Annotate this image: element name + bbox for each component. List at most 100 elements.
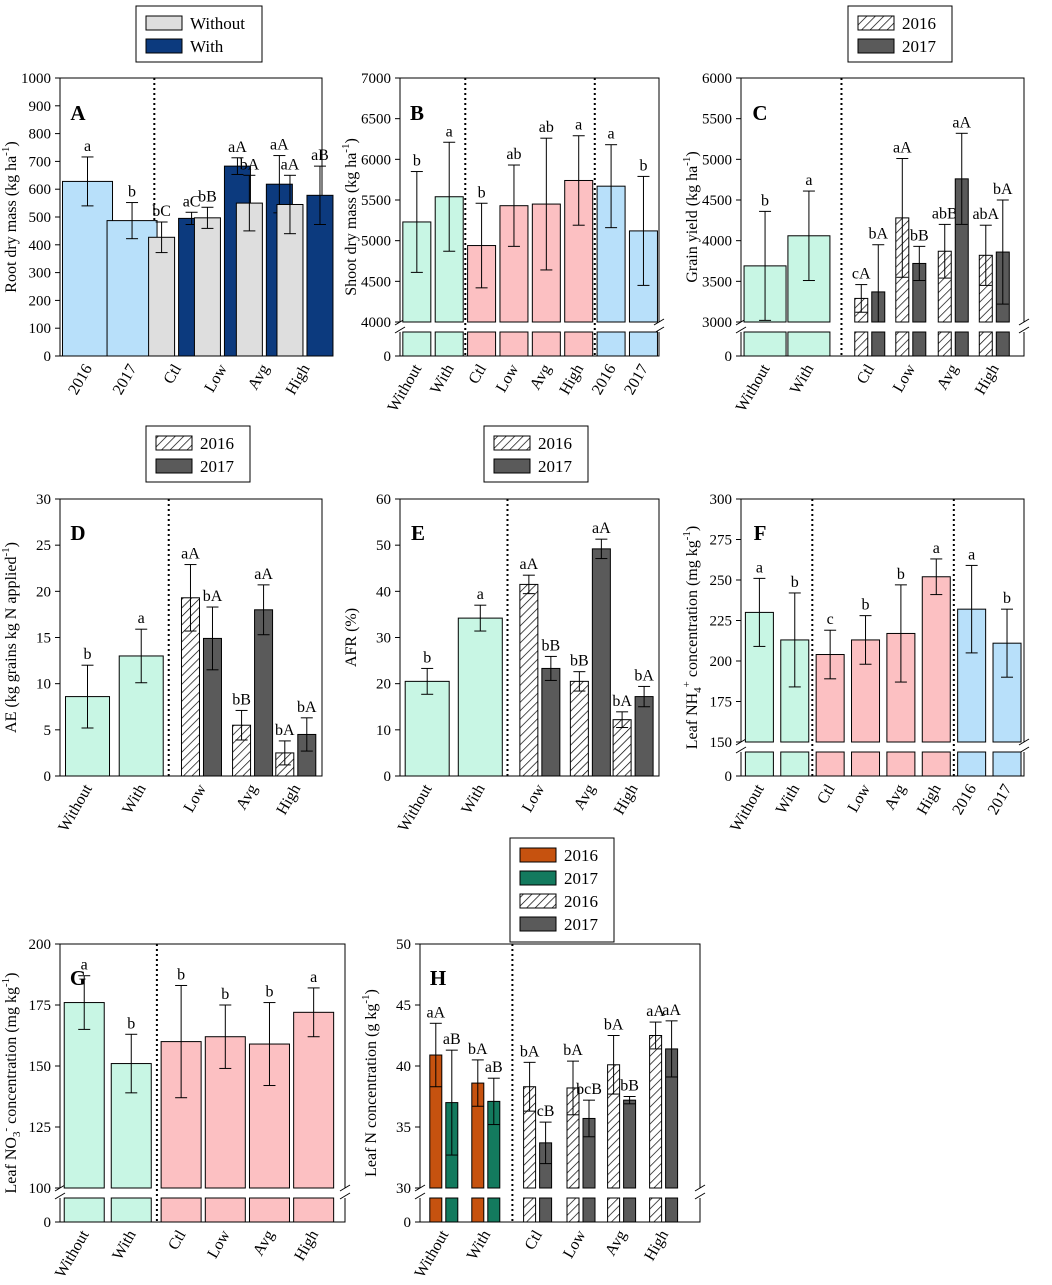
legend-4: 2016 2017 <box>483 425 589 483</box>
y-tick-label: 5 <box>44 723 52 739</box>
y-tick-label: 6000 <box>361 152 391 168</box>
bar <box>457 617 503 777</box>
y-axis-label: Leaf NO3- concentration (mg kg-1) <box>0 973 23 1194</box>
significance-letter: aB <box>443 1031 461 1048</box>
y-tick-label: 40 <box>376 584 391 600</box>
significance-letter: c <box>827 611 834 628</box>
significance-letter: b <box>423 649 431 666</box>
plot-frame-base <box>399 332 660 357</box>
y-axis-label-sup: -1 <box>340 144 352 153</box>
y-tick-label: 4500 <box>702 193 732 209</box>
significance-letter: b <box>177 966 185 983</box>
significance-letter: a <box>575 117 582 134</box>
y-axis-label-part: Leaf NO <box>3 1137 20 1193</box>
legend-frame <box>847 5 953 63</box>
y-axis-label: AE (kg grains kg N applied-1) <box>0 542 20 733</box>
significance-letter: b <box>791 574 799 591</box>
bar-base <box>596 331 626 357</box>
y-tick-label: 1000 <box>21 71 51 87</box>
y-tick-label: 6000 <box>702 71 732 87</box>
significance-letter: a <box>968 546 975 563</box>
axis-break-mark <box>414 1192 426 1200</box>
x-tick-label: Without <box>55 781 96 835</box>
significance-letter: aA <box>254 566 273 583</box>
x-tick-label: With <box>109 1228 139 1264</box>
y-tick-label: 45 <box>396 998 411 1014</box>
x-tick-label: 2016 <box>949 782 980 818</box>
significance-letter: bA <box>563 1042 583 1059</box>
y-tick-label: 7000 <box>361 71 391 87</box>
y-tick-label: 100 <box>29 321 52 337</box>
bar <box>634 696 654 777</box>
x-tick-label: Avg <box>250 1228 278 1259</box>
axis-break-mark <box>339 1192 351 1200</box>
x-tick-label: Without <box>385 361 426 415</box>
x-tick-label: Ctl <box>814 781 839 807</box>
bar-base <box>780 751 810 777</box>
y-tick-label: 4500 <box>361 274 391 290</box>
y-axis-label: Shoot dry mass (kg ha-1) <box>340 138 360 296</box>
bar-base <box>248 1197 290 1223</box>
x-tick-label: Without <box>727 781 768 835</box>
axis-break-mark <box>735 746 747 754</box>
legend-swatch <box>493 458 531 474</box>
y-axis-label-part: ) <box>3 973 20 978</box>
significance-letter: a <box>477 586 484 603</box>
y-axis-label-part: Shoot dry mass (kg ha <box>343 153 360 296</box>
significance-letter: bA <box>520 1043 540 1060</box>
bar-base <box>434 331 464 357</box>
axis-break-mark <box>653 318 665 326</box>
bar-base <box>744 751 774 777</box>
bar <box>519 583 539 777</box>
bar-base <box>429 1197 443 1223</box>
plot-frame-base <box>419 1198 701 1223</box>
y-tick-label: 50 <box>396 937 411 953</box>
x-tick-label: Without <box>412 1227 453 1281</box>
x-tick-label: Low <box>845 781 875 815</box>
y-tick-label: 10 <box>36 677 51 693</box>
x-tick-label: Low <box>890 361 920 395</box>
y-axis-label-sup: -1 <box>0 547 12 556</box>
bar <box>921 576 951 743</box>
bar-base <box>851 751 881 777</box>
y-tick-label: 5000 <box>361 234 391 250</box>
x-tick-label: Avg <box>245 362 273 393</box>
legend-label: With <box>190 37 224 56</box>
y-tick-label: 30 <box>36 492 51 508</box>
bar <box>306 194 334 357</box>
significance-letter: a <box>81 957 88 974</box>
y-tick-label: 200 <box>710 654 733 670</box>
y-tick-label: 3000 <box>702 315 732 331</box>
y-axis-label-part: ) <box>684 526 701 531</box>
significance-letter: abB <box>932 205 958 222</box>
bar-base <box>954 331 969 357</box>
legend-label: 2017 <box>564 915 599 934</box>
significance-letter: aB <box>311 147 329 164</box>
significance-letter: bB <box>198 188 217 205</box>
legend-5: 2016 2017 2016 2017 <box>509 837 615 943</box>
significance-letter: aA <box>270 137 289 154</box>
panel-d: 0 5 10 15 20 25 30 AE (kg grains kg N applied-1… <box>0 492 323 835</box>
bar-base <box>957 751 987 777</box>
significance-letter: a <box>933 540 940 557</box>
y-tick-label: 10 <box>376 723 391 739</box>
y-axis-label-sup: - <box>0 1128 12 1132</box>
significance-letter: a <box>138 610 145 627</box>
y-axis-label-part: Grain yield (kg ha <box>684 166 701 283</box>
y-tick-label: 200 <box>29 937 52 953</box>
y-tick-label: 700 <box>29 154 52 170</box>
y-tick-label: 900 <box>29 99 52 115</box>
x-tick-label: Low <box>204 1227 234 1261</box>
y-tick-label: 0 <box>44 349 52 365</box>
bar <box>569 680 589 777</box>
bar-base <box>160 1197 202 1223</box>
x-tick-label: Without <box>733 361 774 415</box>
significance-letter: a <box>310 969 317 986</box>
significance-letter: a <box>608 126 615 143</box>
y-tick-label: 0 <box>725 349 733 365</box>
bar <box>623 1099 637 1189</box>
bar-base <box>743 331 787 357</box>
y-axis-label-part: AE (kg grains kg N applied <box>3 557 20 733</box>
